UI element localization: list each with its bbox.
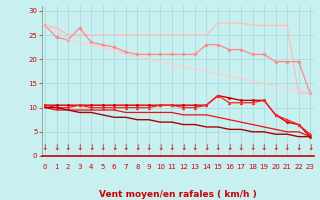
Text: ↓: ↓ [272, 143, 279, 152]
Text: ↓: ↓ [53, 143, 60, 152]
Text: ↓: ↓ [157, 143, 164, 152]
Text: ↓: ↓ [76, 143, 83, 152]
Text: ↓: ↓ [261, 143, 267, 152]
Text: ↓: ↓ [249, 143, 256, 152]
Text: ↓: ↓ [180, 143, 187, 152]
Text: ↓: ↓ [307, 143, 313, 152]
Text: ↓: ↓ [238, 143, 244, 152]
Text: ↓: ↓ [215, 143, 221, 152]
Text: ↓: ↓ [123, 143, 129, 152]
Text: ↓: ↓ [146, 143, 152, 152]
Text: ↓: ↓ [169, 143, 175, 152]
Text: ↓: ↓ [100, 143, 106, 152]
Text: ↓: ↓ [203, 143, 210, 152]
Text: ↓: ↓ [88, 143, 94, 152]
Text: ↓: ↓ [192, 143, 198, 152]
X-axis label: Vent moyen/en rafales ( km/h ): Vent moyen/en rafales ( km/h ) [99, 190, 256, 199]
Text: ↓: ↓ [284, 143, 290, 152]
Text: ↓: ↓ [111, 143, 117, 152]
Text: ↓: ↓ [295, 143, 302, 152]
Text: ↓: ↓ [134, 143, 140, 152]
Text: ↓: ↓ [226, 143, 233, 152]
Text: ↓: ↓ [42, 143, 48, 152]
Text: ↓: ↓ [65, 143, 71, 152]
